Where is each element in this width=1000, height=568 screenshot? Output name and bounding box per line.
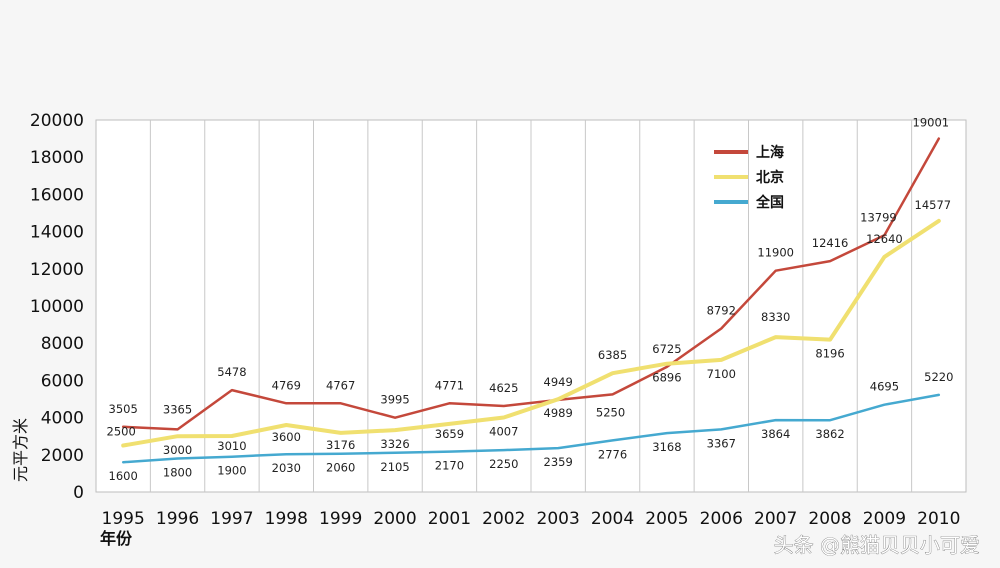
data-label: 19001 [913, 116, 950, 130]
data-label: 5478 [217, 365, 246, 379]
data-label: 3010 [217, 439, 246, 453]
x-tick-label: 2000 [373, 509, 416, 529]
data-label: 4769 [272, 378, 301, 392]
data-label: 11900 [757, 246, 794, 260]
watermark: 头条 @熊猫贝贝小可爱 [774, 533, 980, 557]
data-label: 4767 [326, 378, 355, 392]
data-label: 3864 [761, 427, 790, 441]
y-tick-label: 18000 [30, 148, 84, 168]
data-label: 2250 [489, 457, 518, 471]
y-tick-label: 10000 [30, 297, 84, 317]
y-tick-label: 20000 [30, 111, 84, 131]
y-tick-label: 8000 [41, 334, 84, 354]
x-tick-label: 2007 [754, 509, 797, 529]
data-label: 5220 [924, 370, 953, 384]
y-tick-label: 6000 [41, 371, 84, 391]
x-tick-label: 2010 [917, 509, 960, 529]
legend-label: 全国 [755, 194, 784, 211]
data-label: 14577 [915, 198, 952, 212]
data-label: 2359 [544, 455, 573, 469]
data-label: 6896 [652, 371, 681, 385]
data-label: 3659 [435, 427, 464, 441]
data-label: 2030 [272, 461, 301, 475]
data-label: 2170 [435, 459, 464, 473]
data-label: 5250 [596, 405, 625, 419]
y-tick-label: 16000 [30, 185, 84, 205]
data-label: 2500 [107, 425, 136, 439]
data-label: 12640 [866, 232, 903, 246]
data-label: 3168 [652, 440, 681, 454]
y-tick-label: 0 [73, 483, 84, 503]
x-tick-label: 2001 [428, 509, 471, 529]
x-tick-label: 2003 [537, 509, 580, 529]
data-label: 3862 [815, 427, 844, 441]
x-tick-label: 2002 [482, 509, 525, 529]
data-label: 3367 [707, 436, 736, 450]
data-label: 12416 [812, 236, 849, 250]
data-label: 3000 [163, 443, 192, 457]
x-tick-label: 2009 [863, 509, 906, 529]
x-tick-label: 1995 [102, 509, 145, 529]
data-label: 3995 [380, 393, 409, 407]
data-label: 1900 [217, 464, 246, 478]
data-label: 13799 [860, 210, 897, 224]
x-tick-label: 1999 [319, 509, 362, 529]
y-tick-label: 12000 [30, 260, 84, 280]
series-line-1 [121, 218, 941, 448]
data-label: 1800 [163, 466, 192, 480]
data-label: 3176 [326, 438, 355, 452]
y-tick-label: 4000 [41, 409, 84, 429]
data-label: 8330 [761, 310, 790, 324]
data-label: 6385 [598, 348, 627, 362]
data-label: 3326 [380, 437, 409, 451]
y-tick-label: 2000 [41, 446, 84, 466]
legend-label: 上海 [756, 144, 784, 161]
data-label: 4989 [544, 406, 573, 420]
data-label: 3505 [109, 402, 138, 416]
y-tick-label: 14000 [30, 223, 84, 243]
x-tick-label: 2006 [700, 509, 743, 529]
data-label: 4949 [544, 375, 573, 389]
data-label: 1600 [109, 469, 138, 483]
legend-label: 北京 [756, 169, 784, 186]
data-label: 7100 [707, 367, 736, 381]
data-label: 3365 [163, 402, 192, 416]
data-label: 4771 [435, 378, 464, 392]
data-label: 2105 [380, 460, 409, 474]
data-label: 8792 [707, 303, 736, 317]
series-line-2 [121, 393, 941, 464]
x-axis-label: 年份 [100, 529, 133, 548]
x-tick-label: 2008 [808, 509, 851, 529]
x-tick-label: 1997 [210, 509, 253, 529]
data-label: 8196 [815, 347, 844, 361]
x-tick-label: 2005 [645, 509, 688, 529]
data-label: 4625 [489, 381, 518, 395]
x-tick-label: 1998 [265, 509, 308, 529]
data-label: 4007 [489, 424, 518, 438]
data-label: 4695 [870, 380, 899, 394]
data-label: 2776 [598, 447, 627, 461]
x-tick-label: 1996 [156, 509, 199, 529]
series-line-0 [121, 137, 941, 431]
data-label: 6725 [652, 342, 681, 356]
x-tick-label: 2004 [591, 509, 634, 529]
data-label: 3600 [272, 430, 301, 444]
y-axis-label: 元平方米 [11, 418, 30, 482]
data-label: 2060 [326, 461, 355, 475]
